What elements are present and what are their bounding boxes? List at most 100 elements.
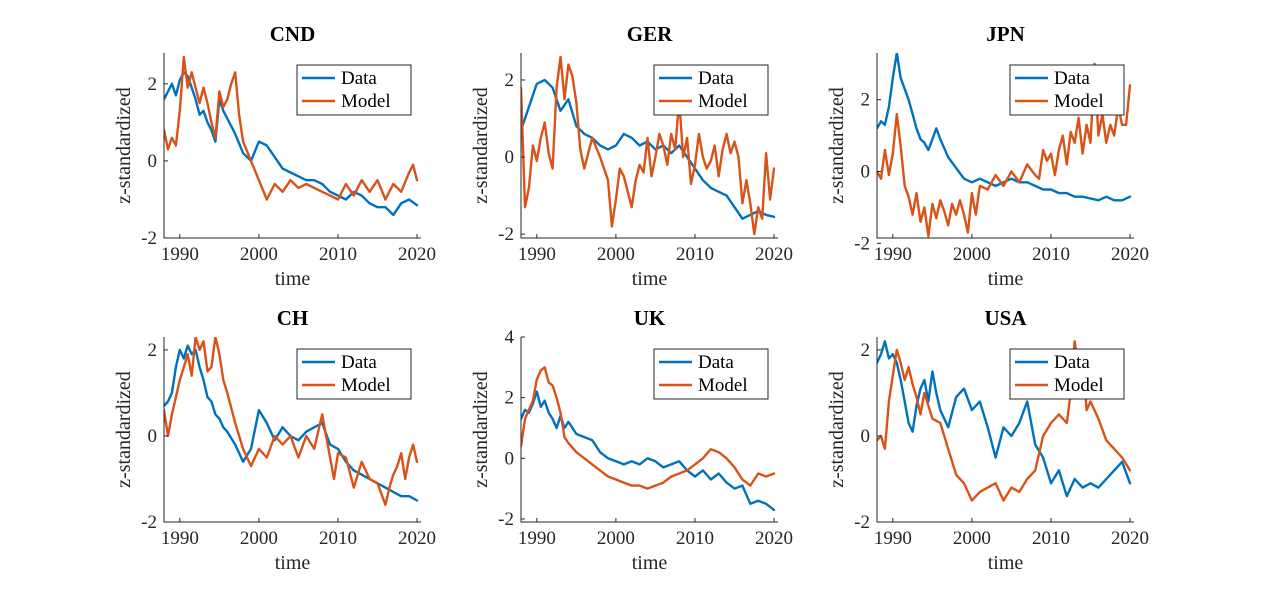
x-axis-label: time <box>275 268 311 290</box>
usa-data-line <box>877 340 1132 498</box>
x-axis-label: time <box>988 552 1024 574</box>
y-tick-label: 2 <box>505 388 515 409</box>
y-tick-label: 2 <box>861 90 871 111</box>
panel-uk: 1990 2000 2010 2020 -2 0 2 4 UK time z-standardize… <box>470 306 793 574</box>
y-tick-label: -2 <box>854 233 870 254</box>
x-axis-label: time <box>988 268 1024 290</box>
y-axis-label: z-standardized <box>826 87 848 204</box>
y-axis-label: z-standardized <box>826 371 848 488</box>
x-tick-label: 2000 <box>240 244 278 265</box>
x-tick-label: 1990 <box>874 528 912 549</box>
x-tick-label: 2020 <box>398 244 436 265</box>
x-axis-label: time <box>275 552 311 574</box>
x-axis-label: time <box>632 552 668 574</box>
chart-title: CND <box>270 22 316 46</box>
legend-label: Data <box>698 352 734 373</box>
legend-label: Model <box>1054 91 1104 112</box>
x-tick-label: 2000 <box>597 244 635 265</box>
cnd-model-line <box>164 55 419 201</box>
y-axis-label: z-standardized <box>470 371 492 488</box>
x-tick-label: 2020 <box>1111 244 1149 265</box>
ch-model-line <box>164 337 419 506</box>
cnd-data-line <box>164 71 419 217</box>
x-tick-label: 2000 <box>953 528 991 549</box>
legend-label: Data <box>341 68 377 89</box>
legend-box <box>653 348 769 400</box>
x-tick-label: 2010 <box>676 528 714 549</box>
x-tick-label: 1990 <box>518 244 556 265</box>
y-tick-label: 0 <box>861 426 871 447</box>
uk-model-line <box>521 366 776 490</box>
legend-label: Data <box>698 68 734 89</box>
x-tick-label: 1990 <box>874 244 912 265</box>
chart-title: GER <box>627 22 673 46</box>
y-tick-label: -2 <box>141 512 157 533</box>
legend-label: Data <box>1054 352 1090 373</box>
y-tick-label: -2 <box>498 509 514 530</box>
y-tick-label: 0 <box>861 162 871 183</box>
uk-data-line <box>521 390 776 512</box>
y-tick-label: 0 <box>148 426 158 447</box>
y-tick-label: -2 <box>854 512 870 533</box>
chart-title: CH <box>277 306 309 330</box>
ger-model-line <box>521 55 776 236</box>
chart-title: USA <box>984 306 1027 330</box>
y-tick-label: 2 <box>148 340 158 361</box>
legend-label: Data <box>341 352 377 373</box>
x-axis-label: time <box>632 268 668 290</box>
legend-box <box>296 348 412 400</box>
panel-usa: 1990 2000 2010 2020 -2 0 2 USA time z-standardize… <box>826 306 1149 574</box>
x-tick-label: 1990 <box>518 528 556 549</box>
x-tick-label: 2020 <box>1111 528 1149 549</box>
y-tick-label: -2 <box>141 228 157 249</box>
axis-lines <box>876 53 1134 239</box>
legend-box <box>296 64 412 116</box>
y-tick-label: -2 <box>498 224 514 245</box>
y-tick-label: 2 <box>505 70 515 91</box>
x-tick-label: 2020 <box>755 244 793 265</box>
legend-box <box>1009 348 1125 400</box>
y-axis-label: z-standardized <box>470 87 492 204</box>
legend-label: Model <box>1054 375 1104 396</box>
legend-label: Model <box>341 91 391 112</box>
x-tick-label: 2000 <box>240 528 278 549</box>
panel-jpn: 1990 2000 2010 2020 -2 0 2 JPN time z-standardize… <box>826 22 1149 290</box>
legend-label: Model <box>341 375 391 396</box>
x-tick-label: 2000 <box>953 244 991 265</box>
y-tick-label: 0 <box>148 151 158 172</box>
x-tick-label: 1990 <box>161 528 199 549</box>
chart-title: JPN <box>986 22 1025 46</box>
y-tick-label: 0 <box>505 448 515 469</box>
panel-ch: 1990 2000 2010 2020 -2 0 2 CH time z-standardized… <box>113 306 436 574</box>
x-tick-label: 1990 <box>161 244 199 265</box>
x-tick-label: 2020 <box>755 528 793 549</box>
jpn-data-line <box>877 53 1132 202</box>
panel-cnd: 1990 2000 2010 2020 -2 0 2 CND time z-standardize… <box>113 22 436 290</box>
legend-box <box>653 64 769 116</box>
axis-lines <box>520 337 778 523</box>
x-tick-label: 2010 <box>1032 244 1070 265</box>
y-axis-label: z-standardized <box>113 87 135 204</box>
legend-label: Data <box>1054 68 1090 89</box>
legend-label: Model <box>698 375 748 396</box>
y-tick-label: 4 <box>505 327 515 348</box>
panel-ger: 1990 2000 2010 2020 -2 0 2 GER time z-standardize… <box>470 22 793 290</box>
y-tick-label: 2 <box>148 74 158 95</box>
x-tick-label: 2020 <box>398 528 436 549</box>
y-tick-label: 0 <box>505 147 515 168</box>
legend-box <box>1009 64 1125 116</box>
y-axis-label: z-standardized <box>113 371 135 488</box>
y-tick-label: 2 <box>861 340 871 361</box>
legend-label: Model <box>698 91 748 112</box>
x-tick-label: 2010 <box>319 528 357 549</box>
x-tick-label: 2010 <box>676 244 714 265</box>
ch-data-line <box>164 344 419 502</box>
chart-title: UK <box>634 306 666 330</box>
